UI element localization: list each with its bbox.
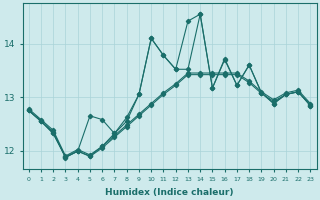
X-axis label: Humidex (Indice chaleur): Humidex (Indice chaleur) — [105, 188, 234, 197]
